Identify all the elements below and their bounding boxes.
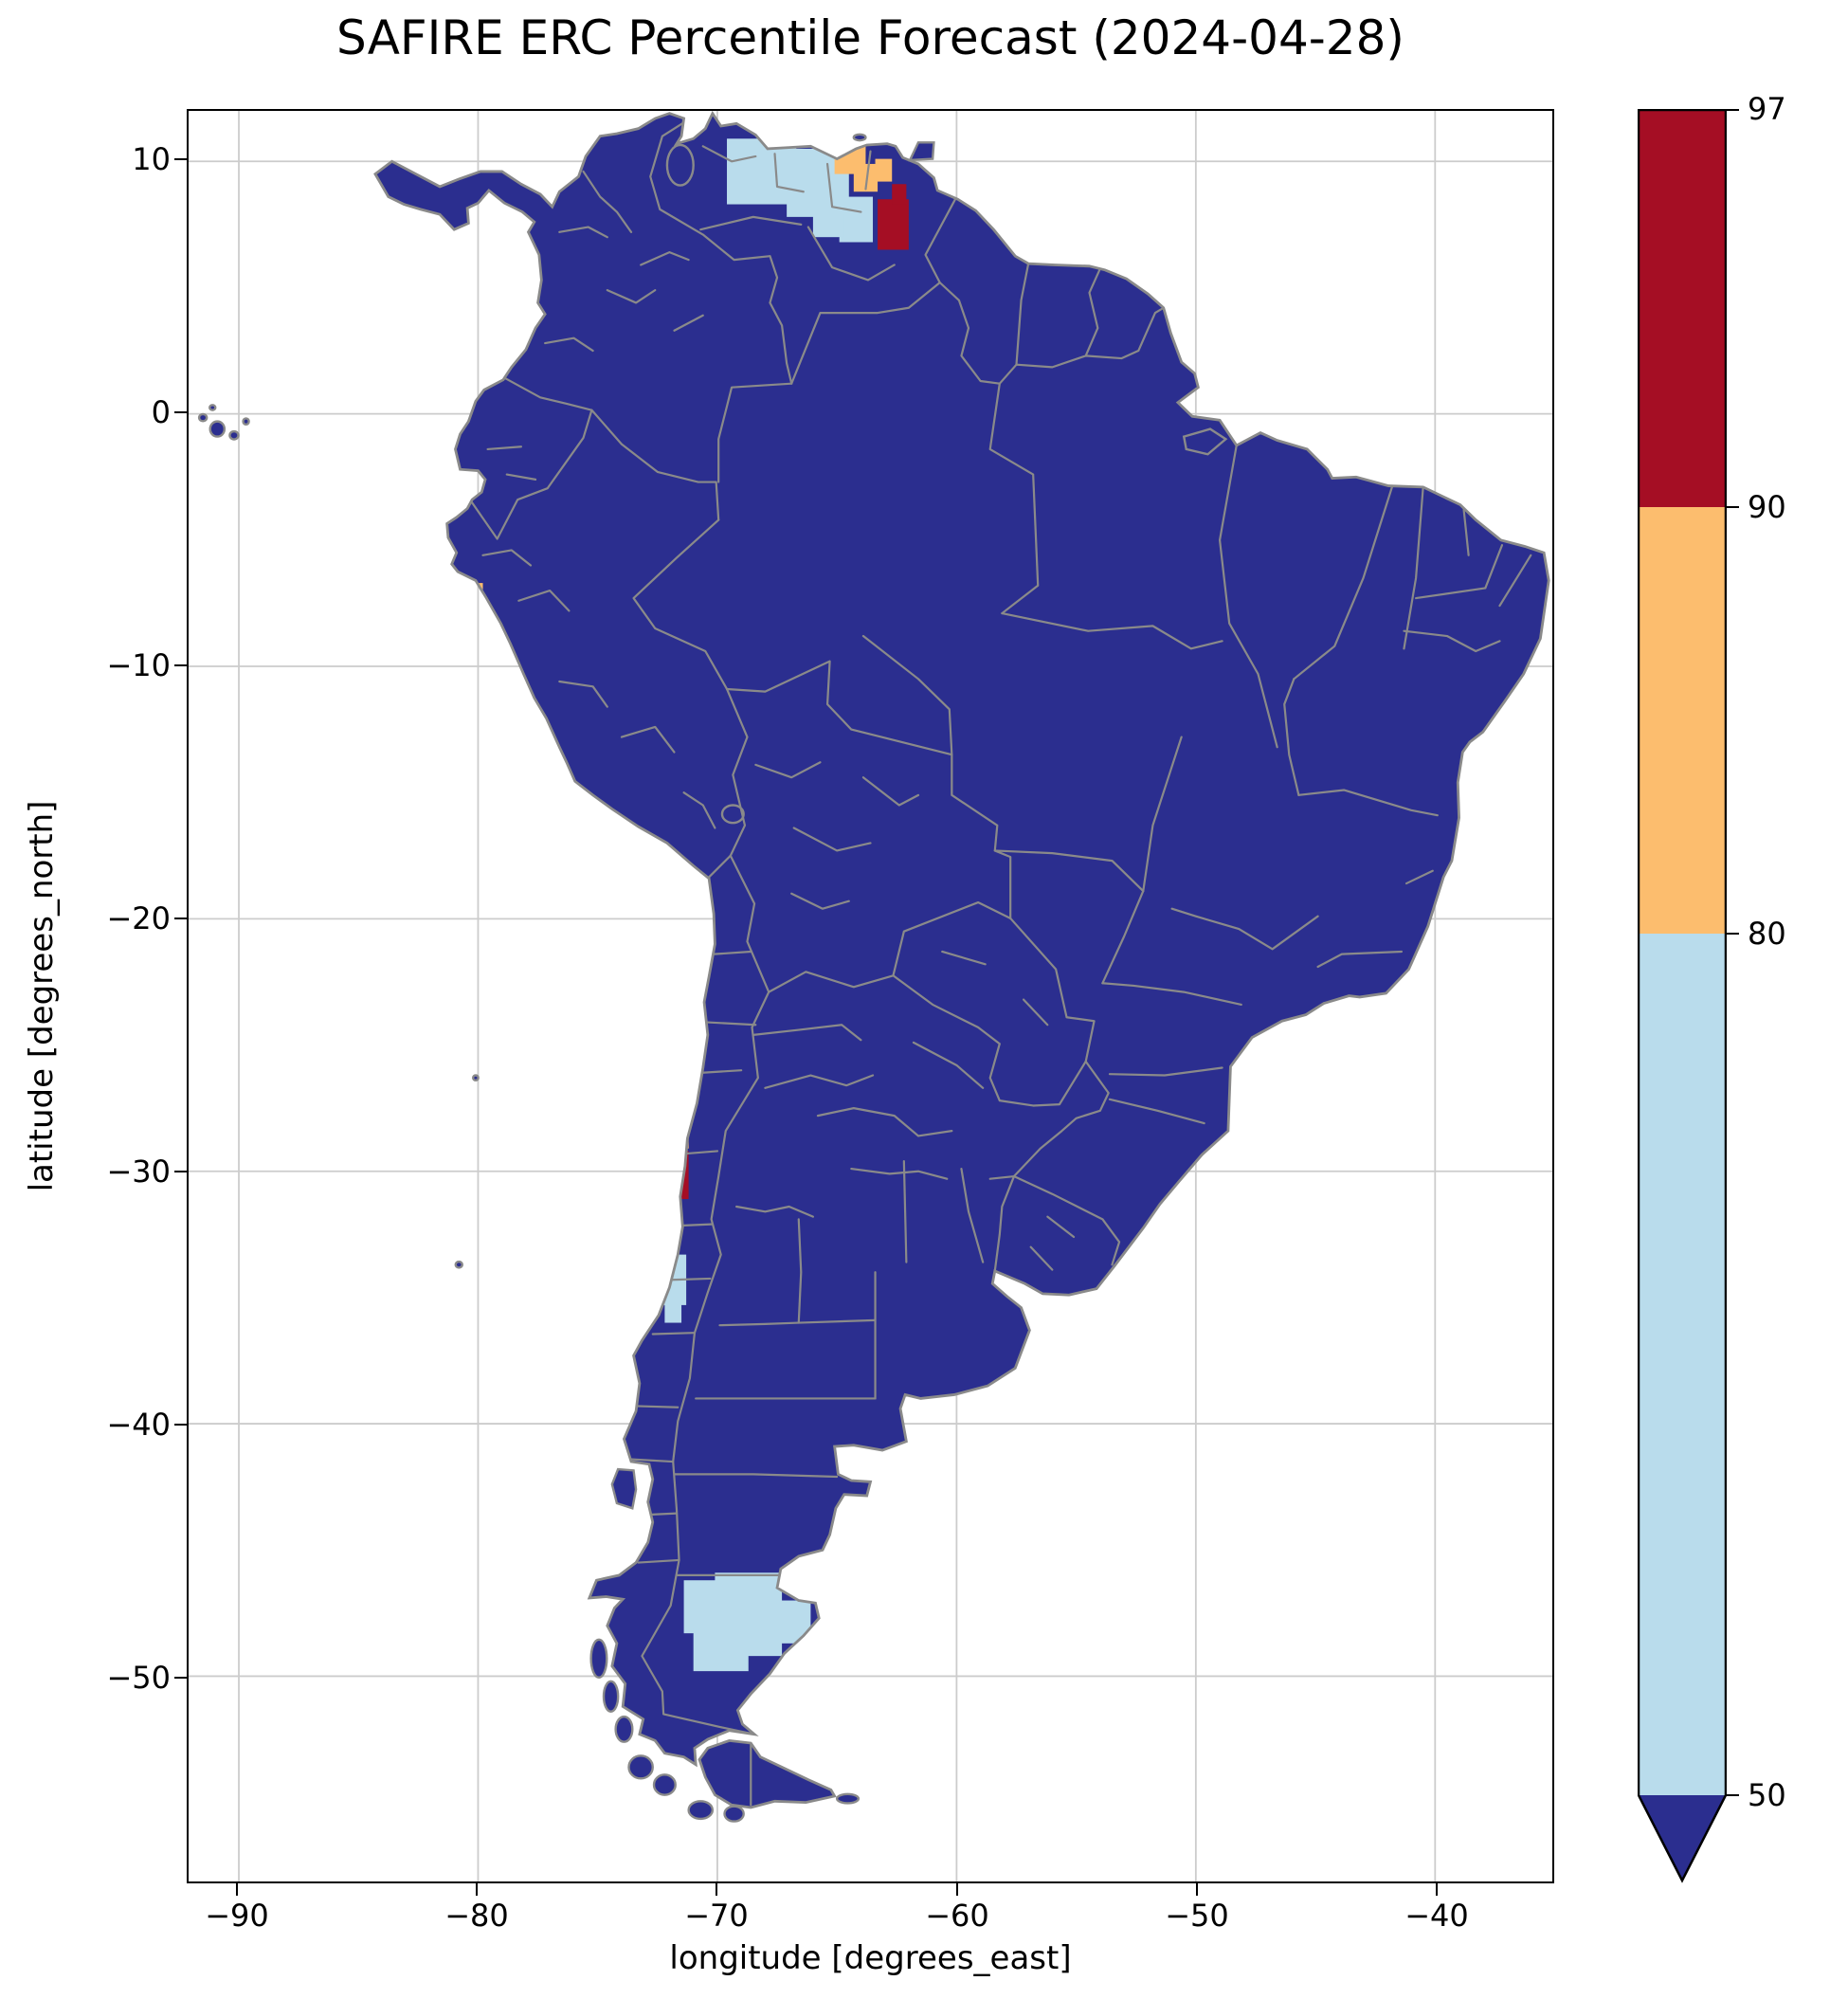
percentile-cell-p50_80 bbox=[727, 138, 797, 205]
island-patagonia bbox=[689, 1801, 713, 1819]
island-galapagos bbox=[209, 405, 215, 409]
island-juan-fernandez bbox=[456, 1262, 462, 1267]
x-tick-label: −60 bbox=[925, 1898, 989, 1934]
island-staten bbox=[837, 1794, 859, 1804]
y-tick-mark bbox=[174, 664, 187, 666]
island-trinidad bbox=[910, 142, 933, 160]
y-tick-label: 10 bbox=[132, 141, 171, 177]
island-patagonia bbox=[604, 1681, 618, 1712]
x-tick-mark bbox=[1436, 1883, 1438, 1896]
colorbar-segment-90-97 bbox=[1638, 109, 1727, 507]
island-marajo bbox=[1184, 429, 1225, 455]
y-tick-label: −50 bbox=[106, 1660, 171, 1696]
x-tick-mark bbox=[956, 1883, 958, 1896]
colorbar-extend-arrow bbox=[1638, 1795, 1727, 1881]
percentile-cell-p50_80 bbox=[677, 1108, 689, 1126]
map-plot-area bbox=[187, 109, 1554, 1883]
x-tick-mark bbox=[236, 1883, 238, 1896]
x-axis-label: longitude [degrees_east] bbox=[669, 1939, 1072, 1977]
map-canvas bbox=[189, 111, 1552, 1881]
colorbar-tick-mark bbox=[1727, 1794, 1739, 1796]
colorbar bbox=[1638, 109, 1727, 1883]
x-tick-label: −40 bbox=[1404, 1898, 1469, 1934]
x-tick-mark bbox=[1196, 1883, 1198, 1896]
x-tick-mark bbox=[476, 1883, 478, 1896]
y-axis-label: latitude [degrees_north] bbox=[23, 800, 61, 1192]
island-san-felix bbox=[473, 1076, 479, 1081]
y-tick-label: −30 bbox=[106, 1154, 171, 1190]
island-galapagos bbox=[244, 418, 249, 424]
y-tick-mark bbox=[174, 1171, 187, 1172]
island-galapagos bbox=[210, 422, 225, 437]
percentile-cell-p90_97 bbox=[892, 184, 907, 205]
lakes bbox=[667, 145, 744, 823]
y-tick-mark bbox=[174, 1677, 187, 1679]
x-tick-label: −50 bbox=[1165, 1898, 1229, 1934]
island-chiloe bbox=[612, 1469, 636, 1508]
percentile-cell-p50_80 bbox=[693, 1627, 749, 1672]
colorbar-tick-label: 50 bbox=[1748, 1777, 1786, 1813]
x-tick-label: −90 bbox=[205, 1898, 269, 1934]
x-tick-label: −80 bbox=[444, 1898, 509, 1934]
colorbar-segment-80-90 bbox=[1638, 507, 1727, 934]
colorbar-tick-label: 97 bbox=[1748, 91, 1786, 127]
colorbar-tick-mark bbox=[1727, 506, 1739, 508]
y-tick-label: −40 bbox=[106, 1407, 171, 1443]
y-tick-mark bbox=[174, 158, 187, 160]
x-tick-label: −70 bbox=[684, 1898, 749, 1934]
lake-maracaibo bbox=[667, 145, 694, 186]
colorbar-tick-label: 90 bbox=[1748, 489, 1786, 525]
island-patagonia bbox=[616, 1717, 633, 1742]
island-patagonia bbox=[654, 1774, 676, 1794]
colorbar-segment-50-80 bbox=[1638, 934, 1727, 1795]
admin-boundaries bbox=[471, 121, 1531, 1806]
landmass bbox=[374, 113, 1549, 1808]
percentile-cell-p50_80 bbox=[664, 1302, 682, 1323]
island-patagonia bbox=[629, 1755, 653, 1778]
y-tick-mark bbox=[174, 1424, 187, 1426]
percentile-cell-p50_80 bbox=[839, 196, 874, 243]
island-patagonia bbox=[725, 1807, 744, 1822]
percentile-cell-p50_80 bbox=[556, 772, 570, 791]
island-galapagos bbox=[199, 414, 207, 421]
x-tick-mark bbox=[716, 1883, 717, 1896]
y-tick-label: −10 bbox=[106, 647, 171, 683]
percentile-cell-p50_80 bbox=[812, 214, 844, 238]
percentile-cell-p50_80 bbox=[774, 1600, 811, 1644]
percentile-cell-p90_97 bbox=[878, 199, 909, 250]
y-tick-mark bbox=[174, 411, 187, 413]
y-tick-label: −20 bbox=[106, 900, 171, 936]
island-galapagos bbox=[229, 431, 238, 440]
island-patagonia bbox=[591, 1640, 607, 1678]
colorbar-tick-label: 80 bbox=[1748, 916, 1786, 952]
page-title: SAFIRE ERC Percentile Forecast (2024-04-… bbox=[336, 10, 1404, 65]
y-tick-label: 0 bbox=[151, 394, 171, 430]
islands bbox=[199, 135, 1225, 1822]
lake-titicaca bbox=[722, 805, 744, 823]
y-tick-mark bbox=[174, 918, 187, 919]
colorbar-outline bbox=[1639, 110, 1726, 1881]
island-margarita bbox=[854, 135, 866, 140]
percentile-cell-p80_90 bbox=[875, 158, 893, 182]
colorbar-tick-mark bbox=[1727, 109, 1739, 111]
colorbar-tick-mark bbox=[1727, 933, 1739, 935]
